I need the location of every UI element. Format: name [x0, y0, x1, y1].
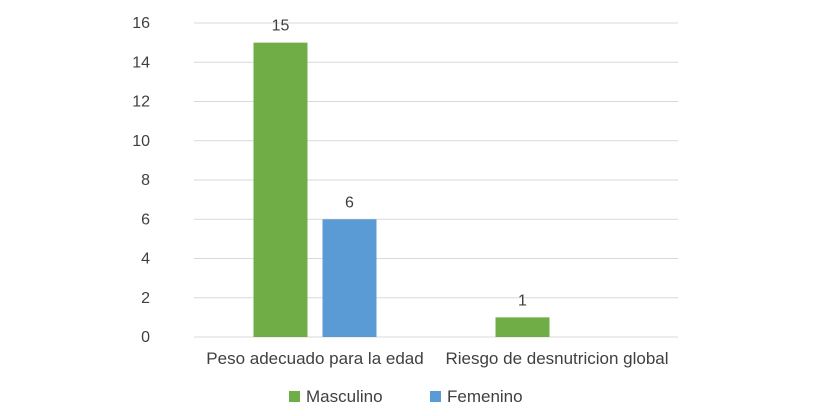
y-tick-label: 2 [141, 290, 150, 307]
y-tick-label: 8 [141, 172, 150, 189]
data-label: 6 [345, 194, 354, 211]
data-label: 1 [518, 292, 527, 309]
y-tick-label: 12 [132, 94, 150, 111]
y-tick-label: 6 [141, 211, 150, 228]
legend-swatch-femenino [430, 391, 441, 402]
y-tick-label: 10 [132, 133, 150, 150]
y-tick-label: 0 [141, 329, 150, 346]
legend-label-femenino: Femenino [447, 387, 523, 406]
data-label: 15 [272, 18, 290, 35]
y-tick-label: 4 [141, 251, 150, 268]
x-category-label: Riesgo de desnutricion global [445, 349, 668, 368]
legend-label-masculino: Masculino [306, 387, 383, 406]
y-tick-label: 14 [132, 54, 150, 71]
bar-masculino-0 [253, 42, 308, 337]
x-axis-categories: Peso adecuado para la edad Riesgo de desn… [206, 349, 668, 368]
bar-femenino-0 [322, 219, 377, 337]
bars [253, 42, 550, 337]
legend: Masculino Femenino [289, 387, 523, 406]
bar-masculino-1 [495, 317, 550, 337]
y-tick-label: 16 [132, 15, 150, 32]
x-category-label: Peso adecuado para la edad [206, 349, 423, 368]
legend-swatch-masculino [289, 391, 300, 402]
y-axis-ticks: 0 2 4 6 8 10 12 14 16 [132, 15, 150, 346]
